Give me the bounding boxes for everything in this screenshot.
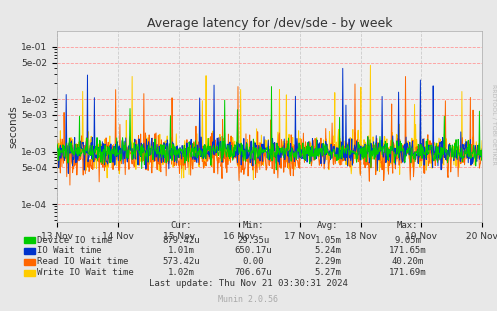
Y-axis label: seconds: seconds: [8, 105, 18, 148]
Text: 1.02m: 1.02m: [168, 268, 195, 277]
Text: Write IO Wait time: Write IO Wait time: [37, 268, 134, 277]
Text: IO Wait time: IO Wait time: [37, 247, 102, 255]
Text: RRDTOOL / TOBI OETIKER: RRDTOOL / TOBI OETIKER: [491, 84, 496, 165]
Text: Device IO time: Device IO time: [37, 236, 112, 244]
Text: 5.24m: 5.24m: [315, 247, 341, 255]
Text: 879.42u: 879.42u: [163, 236, 200, 244]
Text: 171.65m: 171.65m: [389, 247, 426, 255]
Text: 2.29m: 2.29m: [315, 258, 341, 266]
Text: 706.67u: 706.67u: [235, 268, 272, 277]
Text: 1.01m: 1.01m: [168, 247, 195, 255]
Text: 1.05m: 1.05m: [315, 236, 341, 244]
Text: Cur:: Cur:: [170, 220, 192, 230]
Title: Average latency for /dev/sde - by week: Average latency for /dev/sde - by week: [147, 17, 392, 30]
Text: 40.20m: 40.20m: [392, 258, 423, 266]
Text: 650.17u: 650.17u: [235, 247, 272, 255]
Text: Munin 2.0.56: Munin 2.0.56: [219, 295, 278, 304]
Text: 573.42u: 573.42u: [163, 258, 200, 266]
Text: Last update: Thu Nov 21 03:30:31 2024: Last update: Thu Nov 21 03:30:31 2024: [149, 279, 348, 288]
Text: Max:: Max:: [397, 220, 418, 230]
Text: Read IO Wait time: Read IO Wait time: [37, 258, 129, 266]
Text: 5.27m: 5.27m: [315, 268, 341, 277]
Text: 0.00: 0.00: [243, 258, 264, 266]
Text: 9.05m: 9.05m: [394, 236, 421, 244]
Text: Avg:: Avg:: [317, 220, 339, 230]
Text: 171.69m: 171.69m: [389, 268, 426, 277]
Text: Min:: Min:: [243, 220, 264, 230]
Text: 29.35u: 29.35u: [238, 236, 269, 244]
